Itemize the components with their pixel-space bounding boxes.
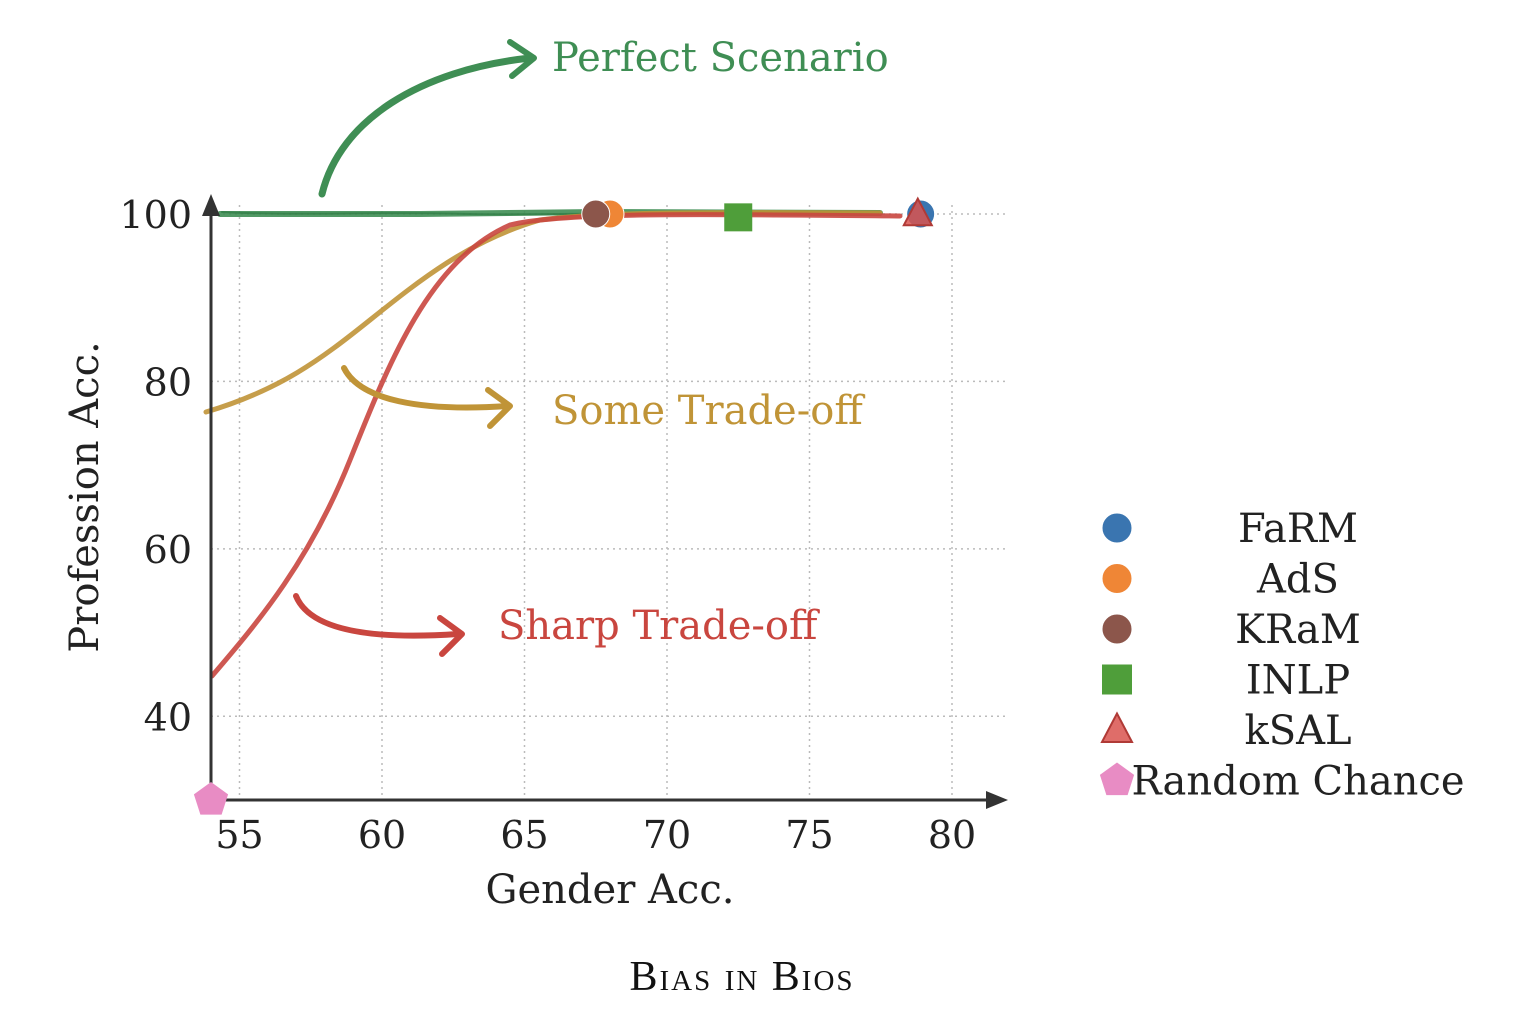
- legend-label-farm: FaRM: [1238, 506, 1358, 552]
- perfect-arrowhead-icon: [507, 39, 537, 79]
- legend-label-ads: AdS: [1256, 557, 1339, 603]
- x-tick-label-75: 75: [785, 813, 833, 857]
- chart-title: Bias in Bios: [629, 954, 854, 1000]
- x-tick-label-65: 65: [500, 813, 548, 857]
- y-tick-label-60: 60: [144, 528, 192, 572]
- point-ksal: [902, 196, 934, 227]
- sharp-arrowhead-icon: [437, 615, 465, 657]
- x-tick-label-55: 55: [215, 813, 263, 857]
- point-kram: [581, 199, 611, 229]
- some-arrow-icon: [341, 365, 511, 411]
- annotation-perfect-scenario: Perfect Scenario: [552, 35, 889, 81]
- sharp-arrow-icon: [293, 593, 461, 639]
- y-tick-labels: 40 60 80 100: [119, 193, 192, 739]
- point-random-chance: [193, 782, 229, 815]
- annotation-sharp-tradeoff: Sharp Trade-off: [498, 603, 820, 649]
- some-arrowhead-icon: [485, 387, 513, 429]
- x-tick-label-70: 70: [643, 813, 691, 857]
- annotation-arrows: [293, 39, 537, 657]
- legend-marker-farm: [1101, 512, 1133, 544]
- legend-label-kram: KRaM: [1235, 607, 1361, 653]
- x-tick-label-60: 60: [358, 813, 406, 857]
- legend-marker-kram: [1101, 613, 1133, 645]
- legend-marker-ksal: [1100, 711, 1134, 743]
- axes: [202, 194, 1008, 809]
- x-tick-labels: 55 60 65 70 75 80: [215, 813, 976, 857]
- x-tick-label-80: 80: [928, 813, 976, 857]
- data-points: [193, 196, 936, 815]
- legend-marker-inlp: [1102, 664, 1132, 695]
- y-tick-label-80: 80: [144, 360, 192, 404]
- legend-marker-random-chance: [1099, 762, 1135, 796]
- point-inlp: [724, 203, 753, 232]
- x-axis-label: Gender Acc.: [486, 867, 735, 913]
- legend-marker-ads: [1101, 563, 1133, 594]
- legend-label-inlp: INLP: [1246, 658, 1350, 704]
- y-tick-label-40: 40: [144, 695, 192, 739]
- annotation-some-tradeoff: Some Trade-off: [552, 388, 865, 434]
- x-axis-arrow-icon: [986, 791, 1008, 809]
- perfect-arrow-icon: [318, 54, 534, 198]
- y-axis-label: Profession Acc.: [62, 341, 108, 652]
- y-tick-label-100: 100: [119, 193, 192, 237]
- sharp-tradeoff-curve: [209, 212, 903, 679]
- y-axis-arrow-icon: [202, 194, 220, 216]
- legend-label-ksal: kSAL: [1244, 708, 1351, 754]
- legend-label-random-chance: Random Chance: [1131, 759, 1464, 805]
